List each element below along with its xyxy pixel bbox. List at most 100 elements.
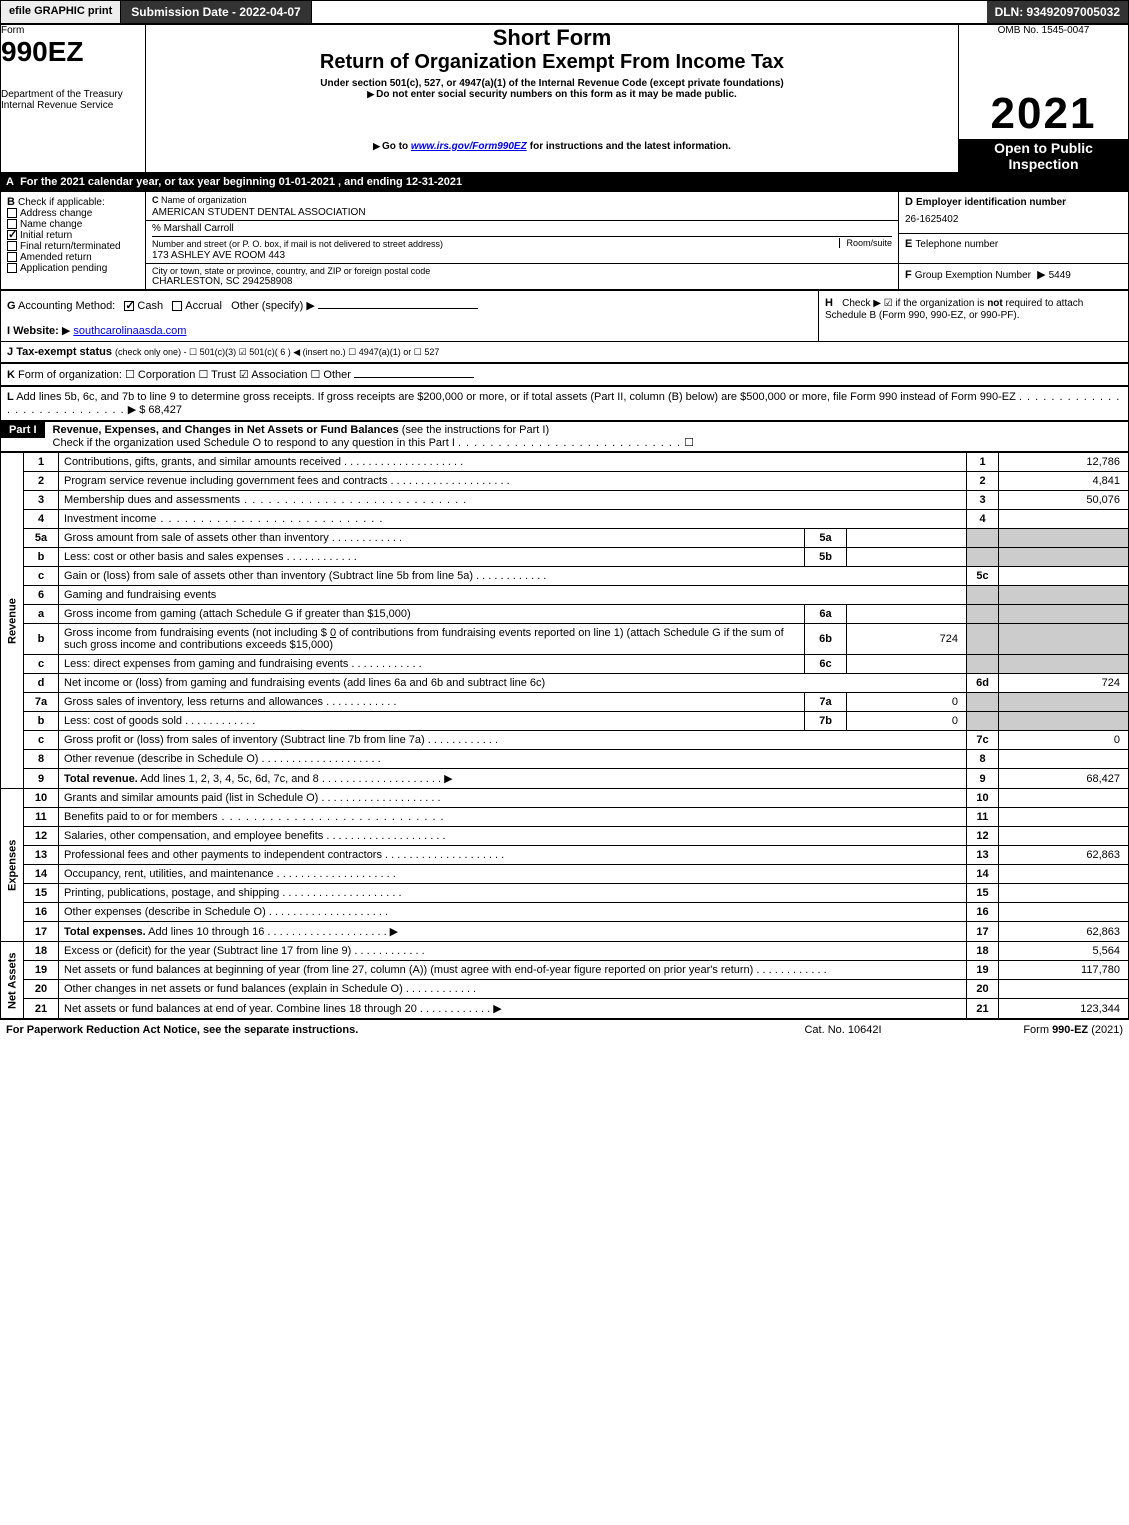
form-number: 990EZ [1,36,145,68]
line-5b-desc: Less: cost or other basis and sales expe… [64,551,357,563]
line-6b-sub: 6b [805,624,847,655]
line-7b-desc: Less: cost of goods sold [64,715,255,727]
row-a-period: A For the 2021 calendar year, or tax yea… [0,173,1129,191]
header-spacer [312,1,987,23]
part-i-header: Part I Revenue, Expenses, and Changes in… [0,421,1129,452]
omb-number: OMB No. 1545-0047 [959,25,1128,36]
letter-c: C [152,195,159,205]
footer-right-pre: Form [1023,1024,1052,1036]
line-1-desc: Contributions, gifts, grants, and simila… [64,456,463,468]
under-section: Under section 501(c), 527, or 4947(a)(1)… [146,78,958,89]
line-5b-num: b [24,548,59,567]
part-i-checkbox[interactable]: ☐ [684,437,694,449]
line-10-num: 10 [24,789,59,808]
page-footer: For Paperwork Reduction Act Notice, see … [0,1019,1129,1040]
cb-cash[interactable] [124,301,134,311]
line-15-num: 15 [24,884,59,903]
line-19-num: 19 [24,961,59,980]
letter-i: I [7,325,10,337]
footer-left: For Paperwork Reduction Act Notice, see … [6,1024,743,1036]
footer-right-post: (2021) [1088,1024,1123,1036]
open-to-public: Open to Public Inspection [959,140,1129,173]
line-20-rnum: 20 [967,980,999,999]
box-j-rest: (check only one) - ☐ 501(c)(3) ☑ 501(c)(… [115,347,439,357]
line-7c-desc: Gross profit or (loss) from sales of inv… [64,734,498,746]
group-exemption-value: 5449 [1049,270,1071,281]
box-j-label: Tax-exempt status [16,346,112,358]
line-21-num: 21 [24,999,59,1019]
line-6c-num: c [24,655,59,674]
website-link[interactable]: southcarolinaasda.com [73,325,186,337]
line-8-rnum: 8 [967,750,999,769]
box-h-not: not [987,298,1003,309]
line-7c-amt: 0 [999,731,1129,750]
line-9-num: 9 [24,769,59,789]
line-8-desc: Other revenue (describe in Schedule O) [64,753,381,765]
line-11-rnum: 11 [967,808,999,827]
cb-name-change-label: Name change [20,219,82,230]
cb-final-return-label: Final return/terminated [20,241,121,252]
line-5a-num: 5a [24,529,59,548]
line-9-desc: Total revenue. [64,773,138,785]
line-19-rnum: 19 [967,961,999,980]
cb-address-change[interactable] [7,208,17,218]
cb-final-return[interactable] [7,241,17,251]
line-6c-rnum-shade [967,655,999,674]
efile-print-button[interactable]: efile GRAPHIC print [1,1,121,23]
line-8-amt [999,750,1129,769]
line-7c-rnum: 7c [967,731,999,750]
revenue-vert-label: Revenue [1,453,24,789]
line-6a-subamt [847,605,967,624]
line-6a-sub: 6a [805,605,847,624]
line-4-num: 4 [24,510,59,529]
street-label: Number and street (or P. O. box, if mail… [152,239,443,249]
cb-initial-return[interactable] [7,230,17,240]
line-2-amt: 4,841 [999,472,1129,491]
line-6-amt-shade [999,586,1129,605]
box-l-text: Add lines 5b, 6c, and 7b to line 9 to de… [16,391,1016,403]
letter-k: K [7,369,15,381]
goto-prefix: Go to [373,141,411,152]
cb-amended[interactable] [7,252,17,262]
ghij-block: G Accounting Method: Cash Accrual Other … [0,290,1129,363]
line-4-amt [999,510,1129,529]
city-label: City or town, state or province, country… [152,266,892,276]
line-3-rnum: 3 [967,491,999,510]
line-5b-amt-shade [999,548,1129,567]
letter-a: A [6,176,14,188]
line-17-desc2: Add lines 10 through 16 [146,926,387,938]
line-14-num: 14 [24,865,59,884]
box-b-title: Check if applicable: [18,197,105,208]
line-4-desc: Investment income [64,513,383,525]
line-5c-desc: Gain or (loss) from sale of assets other… [64,570,546,582]
line-14-rnum: 14 [967,865,999,884]
irs-link[interactable]: www.irs.gov/Form990EZ [411,141,527,152]
line-16-amt [999,903,1129,922]
line-12-desc: Salaries, other compensation, and employ… [64,830,446,842]
line-8-num: 8 [24,750,59,769]
line-16-rnum: 16 [967,903,999,922]
cb-address-change-label: Address change [20,208,92,219]
cb-app-pending-label: Application pending [20,263,107,274]
line-2-num: 2 [24,472,59,491]
line-21-amt: 123,344 [999,999,1129,1019]
box-l-amount: $ 68,427 [139,404,182,416]
dln-label: DLN: 93492097005032 [987,1,1128,23]
line-1-num: 1 [24,453,59,472]
ein-value: 26-1625402 [905,214,1122,225]
line-16-desc: Other expenses (describe in Schedule O) [64,906,388,918]
line-6b-num: b [24,624,59,655]
line-6a-desc: Gross income from gaming (attach Schedul… [64,608,411,620]
line-20-desc: Other changes in net assets or fund bala… [64,983,476,995]
letter-g: G [7,300,16,312]
part-i-lines: Revenue 1 Contributions, gifts, grants, … [0,452,1129,1019]
line-11-desc: Benefits paid to or for members [64,811,445,823]
letter-e: E [905,238,912,250]
line-6b-rnum-shade [967,624,999,655]
title-block: Form 990EZ Short Form Return of Organiza… [0,24,1129,173]
cb-app-pending[interactable] [7,263,17,273]
line-6d-num: d [24,674,59,693]
box-k-rest: ☐ Corporation ☐ Trust ☑ Association ☐ Ot… [125,369,351,381]
cb-accrual[interactable] [172,301,182,311]
irs-label: Internal Revenue Service [1,100,145,111]
